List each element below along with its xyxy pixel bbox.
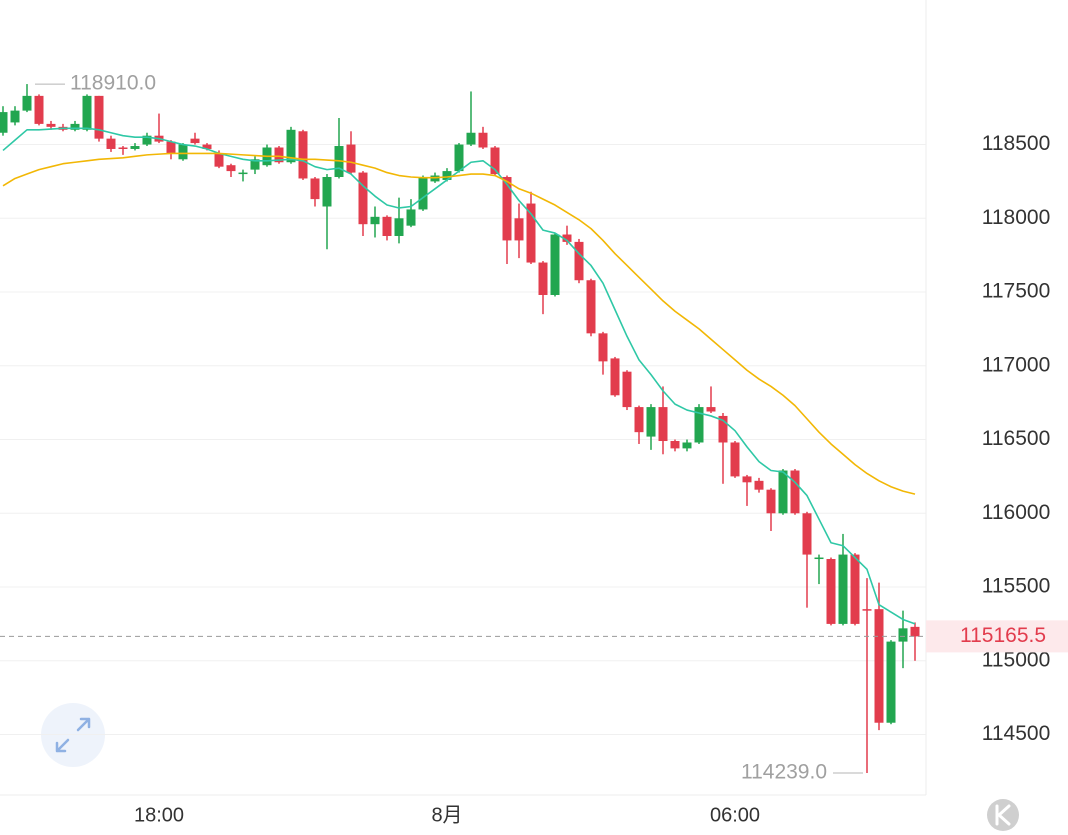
x-tick-label: 06:00 <box>710 804 760 826</box>
y-tick-label: 115500 <box>982 575 1051 598</box>
expand-icon <box>55 717 91 753</box>
candle-body <box>310 178 320 200</box>
candle-body <box>850 554 860 624</box>
candle-body <box>826 559 836 624</box>
candle-body <box>730 442 740 477</box>
candle-body <box>706 407 716 412</box>
candle-body <box>322 176 332 207</box>
max-marker-label: 118910.0 <box>70 72 156 95</box>
candle-body <box>46 123 56 127</box>
y-tick-label: 116000 <box>982 501 1051 524</box>
y-tick-label: 118000 <box>982 206 1051 229</box>
candle-body <box>502 176 512 241</box>
candle-body <box>718 415 728 443</box>
kline-button-bg <box>987 799 1019 831</box>
candles <box>0 84 920 774</box>
candle-body <box>382 216 392 236</box>
x-tick-label: 8月 <box>431 804 462 826</box>
candle-body <box>418 176 428 210</box>
candle-body <box>82 95 92 130</box>
candle-body <box>142 135 152 145</box>
candle-body <box>898 628 908 642</box>
candle-body <box>370 216 380 225</box>
candle-body <box>130 146 140 149</box>
candle-body <box>886 641 896 723</box>
candle-body <box>622 371 632 408</box>
candle-body <box>802 513 812 555</box>
candle-body <box>466 132 476 145</box>
y-tick-label: 117500 <box>982 280 1051 303</box>
candle-body <box>22 95 32 111</box>
candle-body <box>478 132 488 148</box>
candle-body <box>34 95 44 124</box>
candle-body <box>514 218 524 241</box>
candle-body <box>358 172 368 225</box>
candle-body <box>910 626 920 637</box>
candle-body <box>454 144 464 172</box>
candle-body <box>286 129 296 163</box>
candle-body <box>874 609 884 723</box>
candle-body <box>250 159 260 170</box>
last-price-box <box>926 620 1068 653</box>
ma-line <box>2 152 916 495</box>
candle-body <box>490 147 500 175</box>
kline-button[interactable] <box>987 799 1019 831</box>
candle-body <box>238 172 248 175</box>
candle-body <box>838 554 848 624</box>
candle-body <box>274 147 284 163</box>
candle-body <box>214 153 224 167</box>
y-tick-label: 118500 <box>982 132 1051 155</box>
candle-body <box>94 95 104 139</box>
candle-body <box>754 480 764 490</box>
candle-body <box>634 407 644 433</box>
y-tick-label: 117000 <box>982 353 1051 376</box>
candle-body <box>442 171 452 180</box>
y-tick-label: 116500 <box>982 427 1051 450</box>
candle-body <box>790 470 800 514</box>
candle-body <box>10 110 20 123</box>
candle-body <box>670 441 680 449</box>
candle-body <box>598 333 608 362</box>
candle-body <box>658 407 668 442</box>
candle-body <box>298 131 308 179</box>
candle-body <box>406 209 416 226</box>
candle-body <box>562 234 572 242</box>
candle-body <box>394 218 404 236</box>
candle-body <box>694 407 704 443</box>
y-tick-label: 114500 <box>982 722 1051 745</box>
candle-body <box>166 141 176 154</box>
candle-body <box>574 241 584 281</box>
candle-body <box>190 138 200 144</box>
candle-body <box>118 147 128 149</box>
candle-body <box>538 262 548 295</box>
candle-body <box>0 112 8 133</box>
x-tick-label: 18:00 <box>134 804 184 826</box>
candle-body <box>526 203 536 263</box>
candle-body <box>550 234 560 295</box>
ma-line <box>2 127 916 625</box>
candle-body <box>682 442 692 449</box>
candle-body <box>862 609 872 611</box>
last-price-label: 115165.5 <box>960 624 1046 647</box>
candle-body <box>610 358 620 396</box>
candle-body <box>742 476 752 483</box>
candle-body <box>766 489 776 514</box>
candle-body <box>778 470 788 514</box>
candle-body <box>70 123 80 130</box>
candle-body <box>106 138 116 149</box>
min-marker-label: 114239.0 <box>741 761 827 784</box>
candle-body <box>178 144 188 160</box>
candle-body <box>646 407 656 437</box>
candle-body <box>346 144 356 173</box>
candle-body <box>202 144 212 149</box>
candle-body <box>226 165 236 172</box>
candle-body <box>586 280 596 334</box>
y-tick-label: 115000 <box>982 648 1051 671</box>
candle-body <box>814 557 824 560</box>
kline-icon <box>995 804 1011 826</box>
